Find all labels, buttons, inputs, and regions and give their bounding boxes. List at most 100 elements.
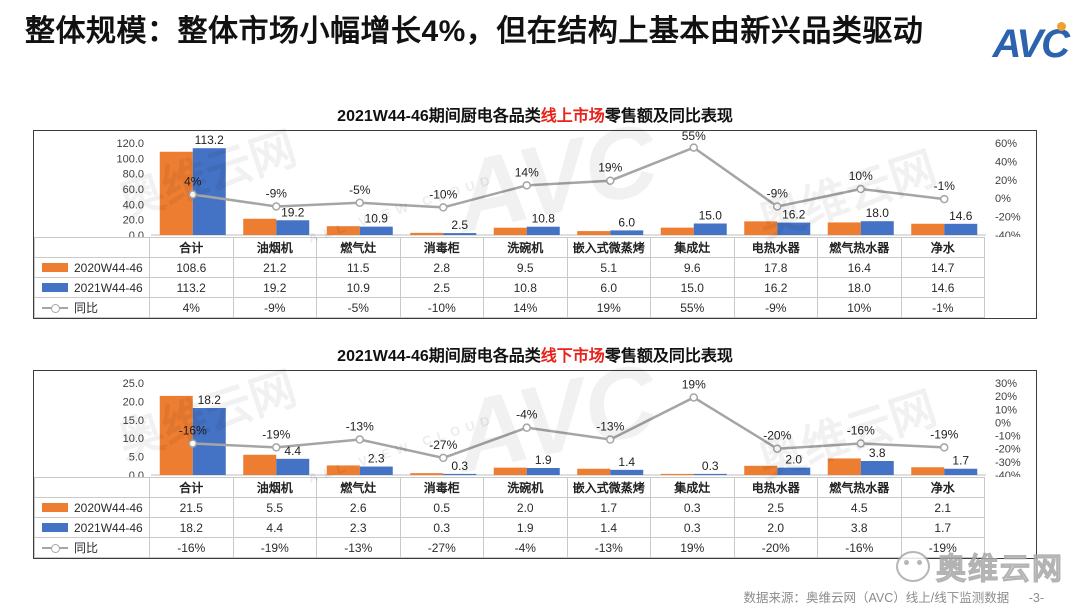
line-marker-icon	[42, 543, 68, 553]
bar-2021	[526, 468, 560, 475]
yoy-marker	[522, 423, 531, 432]
chart-title-suffix: 零售额及同比表现	[604, 348, 733, 365]
yoy-label: 19%	[682, 377, 706, 391]
category-header-cell: 燃气热水器	[817, 237, 902, 258]
right-axis-tick: -30%	[995, 457, 1021, 469]
bar-2021	[860, 461, 894, 475]
category-header-cell: 合计	[149, 237, 234, 258]
value-label: 14.6	[949, 209, 973, 223]
value-table-cell: 1.9	[483, 517, 568, 538]
value-label: 18.2	[198, 393, 222, 407]
panda-logo-icon	[896, 550, 930, 582]
bar-2020	[410, 473, 444, 475]
yoy-table-cell: -4%	[483, 537, 568, 558]
value-table-cell: 15.0	[650, 277, 735, 298]
yoy-label: 55%	[682, 131, 706, 143]
yoy-label: -9%	[266, 186, 288, 200]
right-axis-tick: 0%	[995, 417, 1011, 429]
line-marker-icon	[42, 303, 68, 313]
value-table-cell: 18.0	[817, 277, 902, 298]
category-header-cell: 燃气灶	[316, 237, 401, 258]
value-table-cell: 6.0	[566, 277, 651, 298]
bar-2020	[326, 226, 360, 235]
yoy-table-cell: -5%	[316, 297, 401, 318]
legend-spacer-cell	[34, 477, 150, 498]
value-table-cell: 10.9	[316, 277, 401, 298]
category-header-cell: 集成灶	[650, 237, 735, 258]
yoy-marker	[856, 439, 865, 448]
yoy-table-cell: -20%	[733, 537, 818, 558]
value-table-cell: 1.4	[566, 517, 651, 538]
offline-chart-box: 奥维云网 AVC 奥维云网 ALL VIEW CLOUD 25.020.015.…	[33, 342, 1037, 559]
offline-chart-title: 2021W44-46期间厨电各品类线下市场零售额及同比表现	[33, 342, 1037, 366]
yoy-marker	[522, 181, 531, 190]
category-header-cell: 电热水器	[733, 237, 818, 258]
bar-2020	[827, 222, 861, 235]
value-table-cell: 2.1	[900, 497, 985, 518]
value-label: 1.7	[952, 454, 969, 468]
chart-title-prefix: 2021W44-46期间厨电各品类	[337, 108, 541, 125]
left-axis-tick: 15.0	[123, 415, 144, 427]
table-header-row: 合计 油烟机 燃气灶 消毒柜 洗碗机 嵌入式微蒸烤 集成灶 电热水器 燃气热水器 净水	[34, 237, 985, 258]
page-title: 整体规模：整体市场小幅增长4%，但在结构上基本由新兴品类驱动	[25, 15, 924, 48]
bar-2021	[359, 226, 393, 235]
bar-2021	[192, 148, 226, 235]
bar-2020	[493, 467, 527, 475]
value-table-cell: 2.8	[399, 257, 484, 278]
yoy-label: -5%	[349, 183, 371, 197]
yoy-label: 10%	[849, 169, 873, 183]
left-axis-tick: 0.0	[129, 230, 144, 237]
yoy-marker	[272, 202, 281, 211]
yoy-line	[192, 396, 945, 460]
yoy-marker	[689, 393, 698, 402]
category-header-cell: 嵌入式微蒸烤	[566, 477, 651, 498]
right-axis-tick: -20%	[995, 444, 1021, 456]
yoy-marker	[689, 143, 698, 152]
right-axis-tick: 60%	[995, 138, 1017, 150]
legend-label: 2020W44-46	[74, 500, 143, 515]
avc-logo-text: AVC	[992, 22, 1070, 66]
category-header-cell: 嵌入式微蒸烤	[566, 237, 651, 258]
yoy-marker	[606, 176, 615, 185]
bar-2020	[660, 473, 694, 475]
yoy-marker	[355, 198, 364, 208]
footer-page-number: -3-	[1028, 591, 1044, 605]
bar-2020	[326, 465, 360, 475]
series-swatch-icon	[42, 263, 68, 272]
yoy-table-cell: 10%	[817, 297, 902, 318]
legend-cell: 2020W44-46	[34, 497, 150, 518]
right-axis-tick: -40%	[995, 470, 1021, 477]
bar-2021	[777, 467, 811, 475]
left-axis-tick: 5.0	[129, 452, 144, 464]
bar-2020	[577, 231, 611, 235]
value-label: 18.0	[866, 206, 890, 220]
bar-2020	[744, 221, 778, 235]
yoy-table-cell: -9%	[733, 297, 818, 318]
value-table-cell: 21.5	[149, 497, 234, 518]
value-table-cell: 14.7	[900, 257, 985, 278]
series-swatch-icon	[42, 523, 68, 532]
value-table-cell: 0.3	[650, 517, 735, 538]
bar-2020	[243, 454, 277, 475]
right-axis-tick: 10%	[995, 404, 1017, 416]
value-table-cell: 17.8	[733, 257, 818, 278]
table-row: 同比 4% -9% -5% -10% 14% 19% 55% -9% 10% -1%	[34, 297, 985, 318]
value-label: 2.3	[368, 452, 385, 466]
category-header-cell: 燃气灶	[316, 477, 401, 498]
value-table-cell: 2.6	[316, 497, 401, 518]
category-header-cell: 消毒柜	[399, 237, 484, 258]
chart-title-prefix: 2021W44-46期间厨电各品类	[337, 348, 541, 365]
yoy-label: -16%	[179, 423, 207, 437]
bar-2020	[410, 232, 444, 235]
yoy-marker	[188, 439, 197, 448]
yoy-label: -4%	[516, 408, 538, 422]
yoy-marker	[940, 194, 949, 204]
yoy-marker	[439, 453, 448, 463]
chart-title-highlight: 线上市场	[540, 108, 605, 125]
yoy-marker	[606, 435, 615, 444]
legend-cell: 2020W44-46	[34, 257, 150, 278]
left-axis-tick: 80.0	[123, 169, 144, 181]
bar-2021	[443, 473, 477, 475]
category-header-cell: 集成灶	[650, 477, 735, 498]
